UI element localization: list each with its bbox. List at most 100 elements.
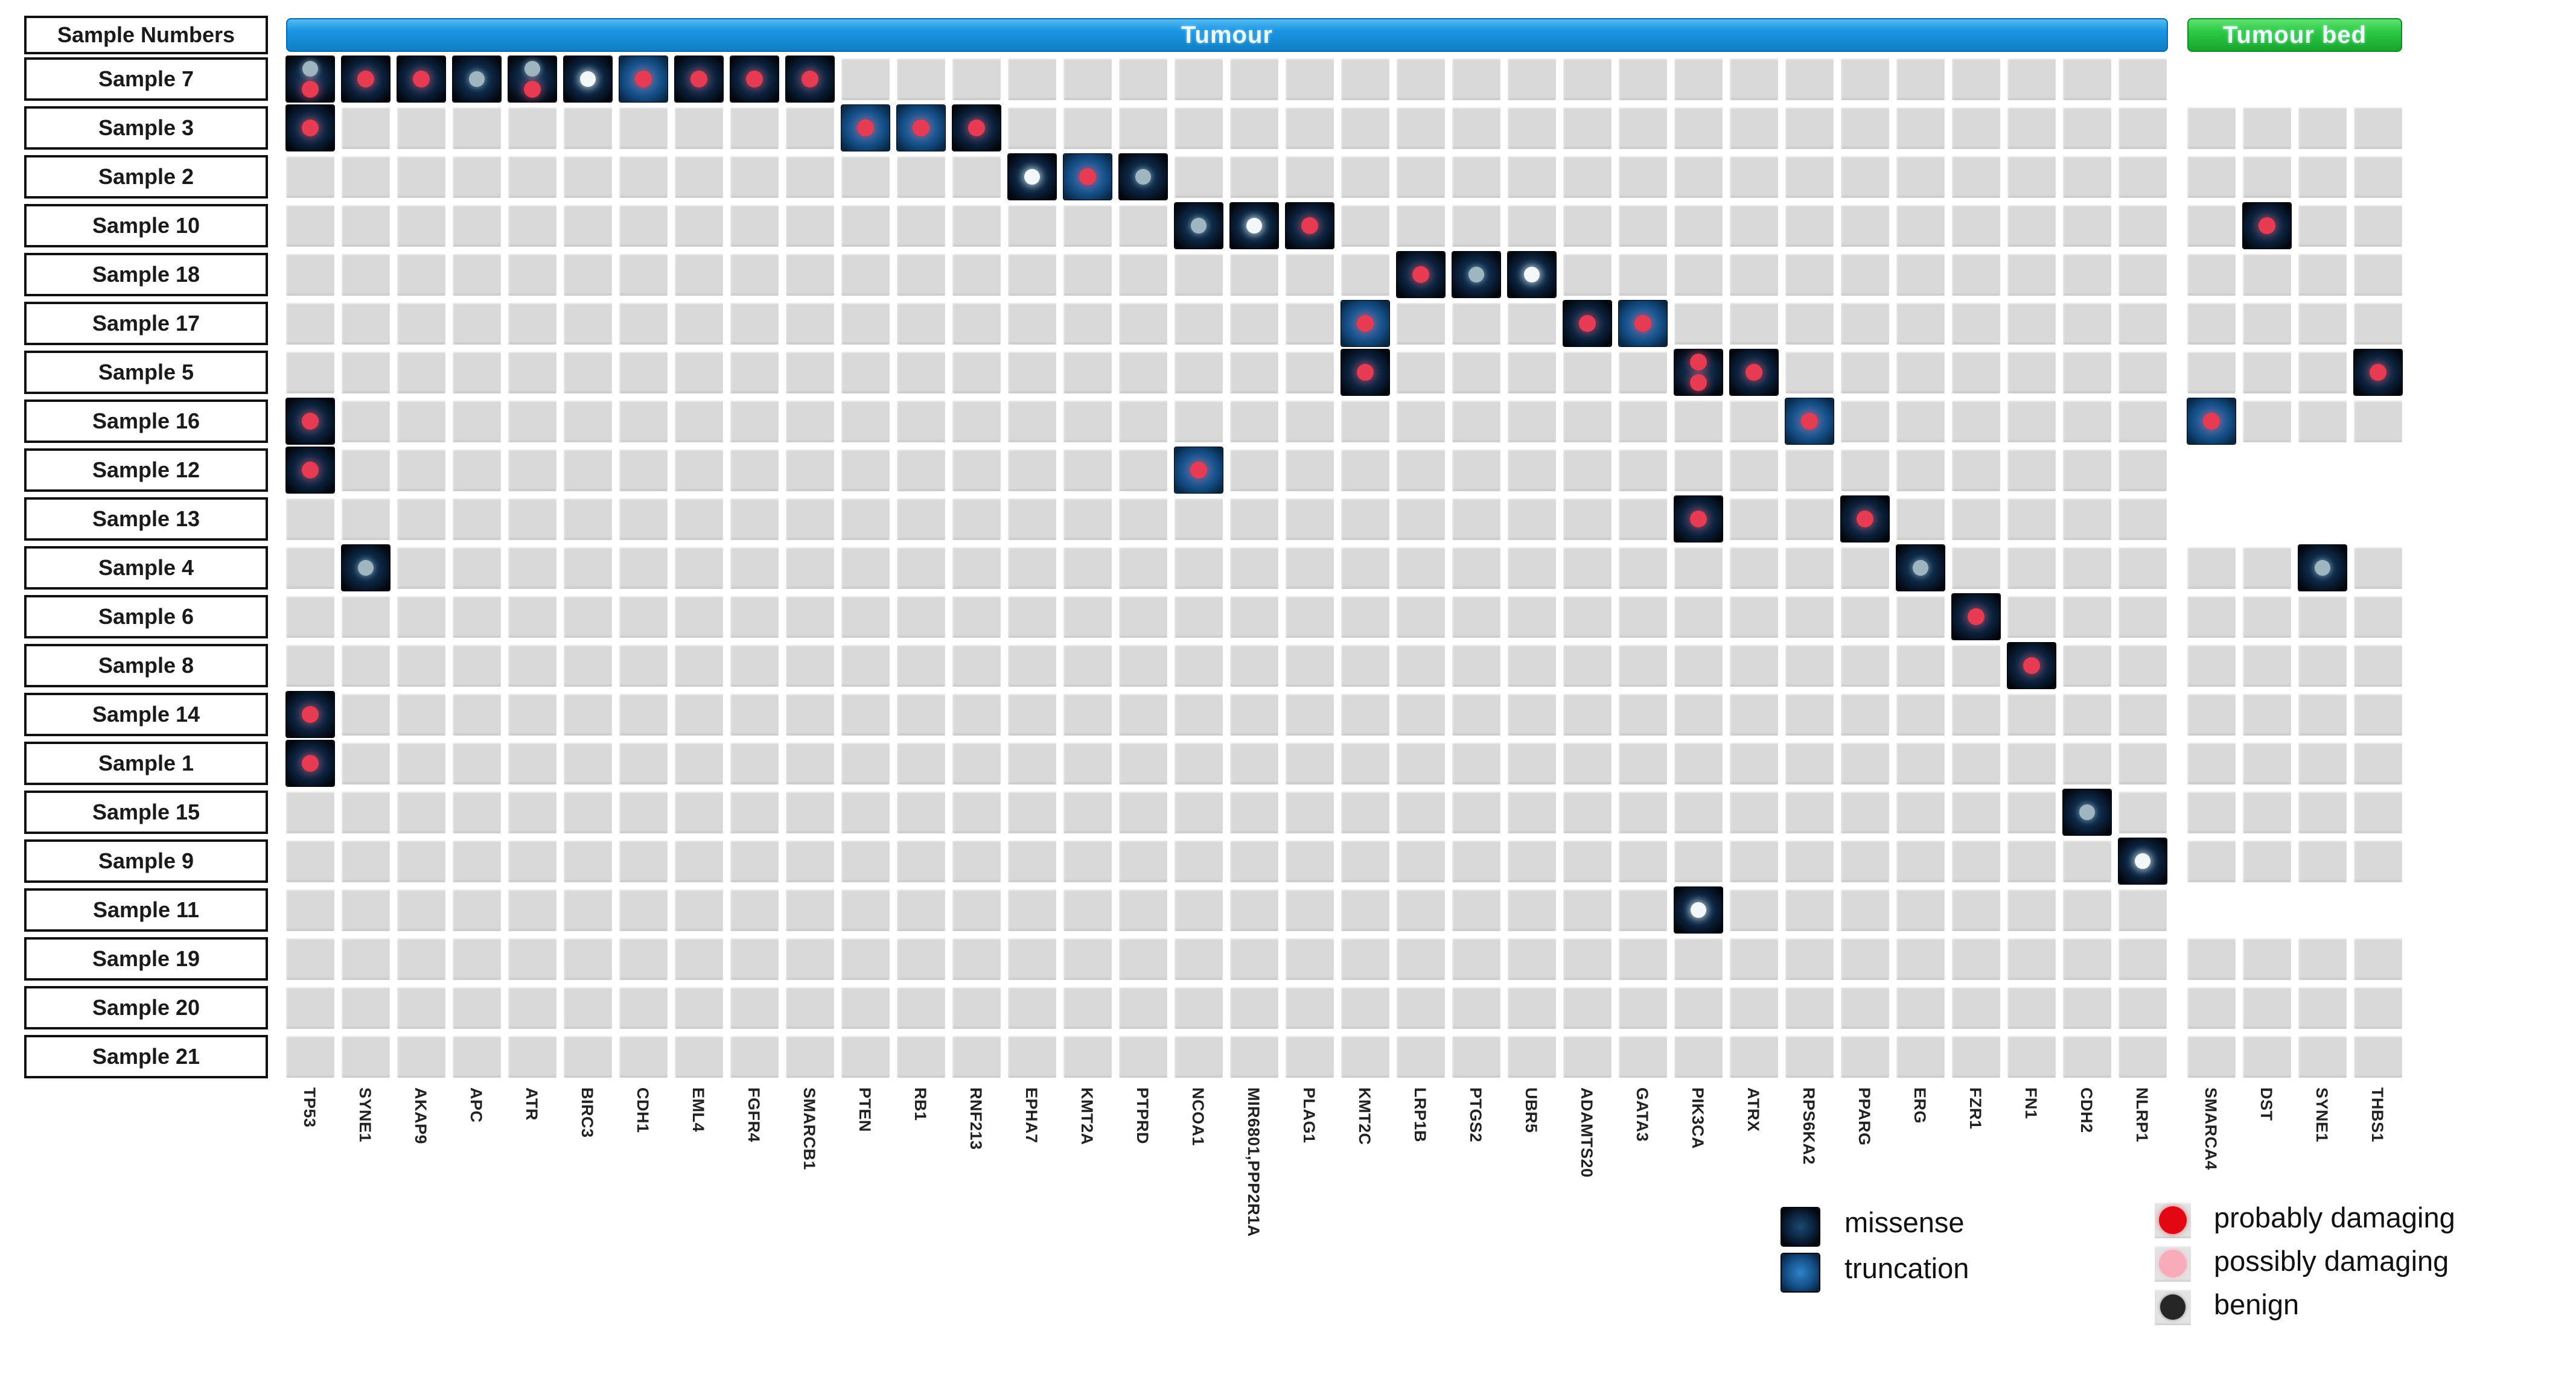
empty-cell (897, 840, 945, 882)
tumour-group-header: Tumour (286, 18, 2168, 52)
gene-label: PLAG1 (1300, 1087, 1318, 1144)
empty-cell (897, 400, 945, 442)
empty-cell (2007, 58, 2056, 100)
empty-cell (2007, 840, 2056, 882)
empty-cell (1063, 742, 1112, 784)
empty-cell (2007, 449, 2056, 491)
empty-cell (286, 302, 334, 345)
empty-cell (1397, 547, 1445, 589)
mutation-cell (342, 56, 390, 102)
empty-cell (786, 351, 834, 393)
empty-cell (786, 840, 834, 882)
mutation-dot-red (1857, 511, 1873, 527)
empty-cell (2007, 596, 2056, 638)
empty-cell (342, 840, 390, 882)
empty-cell (1063, 400, 1112, 442)
empty-cell (2298, 742, 2347, 784)
empty-cell (2243, 791, 2291, 833)
sample-box: Sample 16 (24, 399, 268, 443)
empty-cell (1230, 889, 1278, 931)
empty-cell (397, 742, 445, 784)
empty-cell (1619, 1036, 1667, 1078)
empty-cell (1785, 156, 1834, 198)
empty-cell (1952, 742, 2000, 784)
gene-label: RNF213 (967, 1087, 985, 1150)
empty-cell (730, 791, 779, 833)
empty-cell (1619, 156, 1667, 198)
empty-cell (1119, 58, 1167, 100)
empty-cell (453, 498, 501, 540)
empty-cell (1674, 449, 1723, 491)
empty-cell (2007, 302, 2056, 345)
gene-label: RB1 (911, 1087, 929, 1121)
empty-cell (2187, 791, 2236, 833)
missense-swatch (1782, 1208, 1819, 1246)
empty-cell (2007, 1036, 2056, 1078)
missense-legend-label: missense (1844, 1206, 1965, 1238)
empty-cell (2119, 742, 2167, 784)
empty-cell (841, 938, 890, 980)
empty-cell (1674, 1036, 1723, 1078)
empty-cell (2243, 107, 2291, 149)
empty-cell (1230, 596, 1278, 638)
empty-cell (1175, 302, 1223, 345)
empty-cell (2298, 938, 2347, 980)
empty-cell (619, 987, 668, 1029)
sample-box: Sample 1 (24, 742, 268, 785)
empty-cell (1730, 547, 1778, 589)
empty-cell (1730, 58, 1778, 100)
empty-cell (675, 498, 723, 540)
empty-cell (730, 205, 779, 247)
empty-cell (1896, 498, 1945, 540)
empty-cell (2298, 644, 2347, 687)
empty-cell (1619, 596, 1667, 638)
empty-cell (952, 498, 1001, 540)
empty-cell (1230, 547, 1278, 589)
empty-cell (1841, 644, 1889, 687)
empty-cell (897, 498, 945, 540)
empty-cell (2243, 938, 2291, 980)
sample-box: Sample 4 (24, 546, 268, 590)
benign-label: benign (2214, 1288, 2300, 1320)
empty-cell (1397, 644, 1445, 687)
mutation-cell (508, 56, 556, 102)
empty-cell (1785, 938, 1834, 980)
empty-cell (1896, 791, 1945, 833)
empty-cell (675, 400, 723, 442)
mutation-cell (952, 105, 1001, 151)
empty-cell (2298, 596, 2347, 638)
empty-cell (564, 791, 612, 833)
empty-cell (342, 1036, 390, 1078)
empty-cell (1230, 693, 1278, 736)
mutation-cell (1785, 398, 1834, 444)
empty-cell (952, 253, 1001, 296)
empty-cell (841, 156, 890, 198)
gene-label: EML4 (689, 1087, 707, 1133)
empty-cell (1175, 1036, 1223, 1078)
empty-cell (1452, 791, 1500, 833)
empty-cell (897, 889, 945, 931)
empty-cell (1730, 302, 1778, 345)
empty-cell (1063, 791, 1112, 833)
empty-cell (564, 253, 612, 296)
empty-cell (952, 987, 1001, 1029)
empty-cell (1674, 693, 1723, 736)
empty-cell (1508, 1036, 1556, 1078)
empty-cell (1397, 840, 1445, 882)
empty-cell (619, 156, 668, 198)
empty-cell (730, 742, 779, 784)
empty-cell (786, 107, 834, 149)
mutation-cell (1952, 594, 2000, 640)
empty-cell (2243, 351, 2291, 393)
empty-cell (2007, 938, 2056, 980)
empty-cell (897, 58, 945, 100)
empty-cell (1563, 1036, 1612, 1078)
sample-box: Sample 5 (24, 351, 268, 394)
empty-cell (897, 791, 945, 833)
empty-cell (786, 302, 834, 345)
empty-cell (453, 253, 501, 296)
empty-cell (2063, 987, 2111, 1029)
empty-cell (1230, 938, 1278, 980)
empty-cell (2063, 693, 2111, 736)
empty-cell (1730, 253, 1778, 296)
